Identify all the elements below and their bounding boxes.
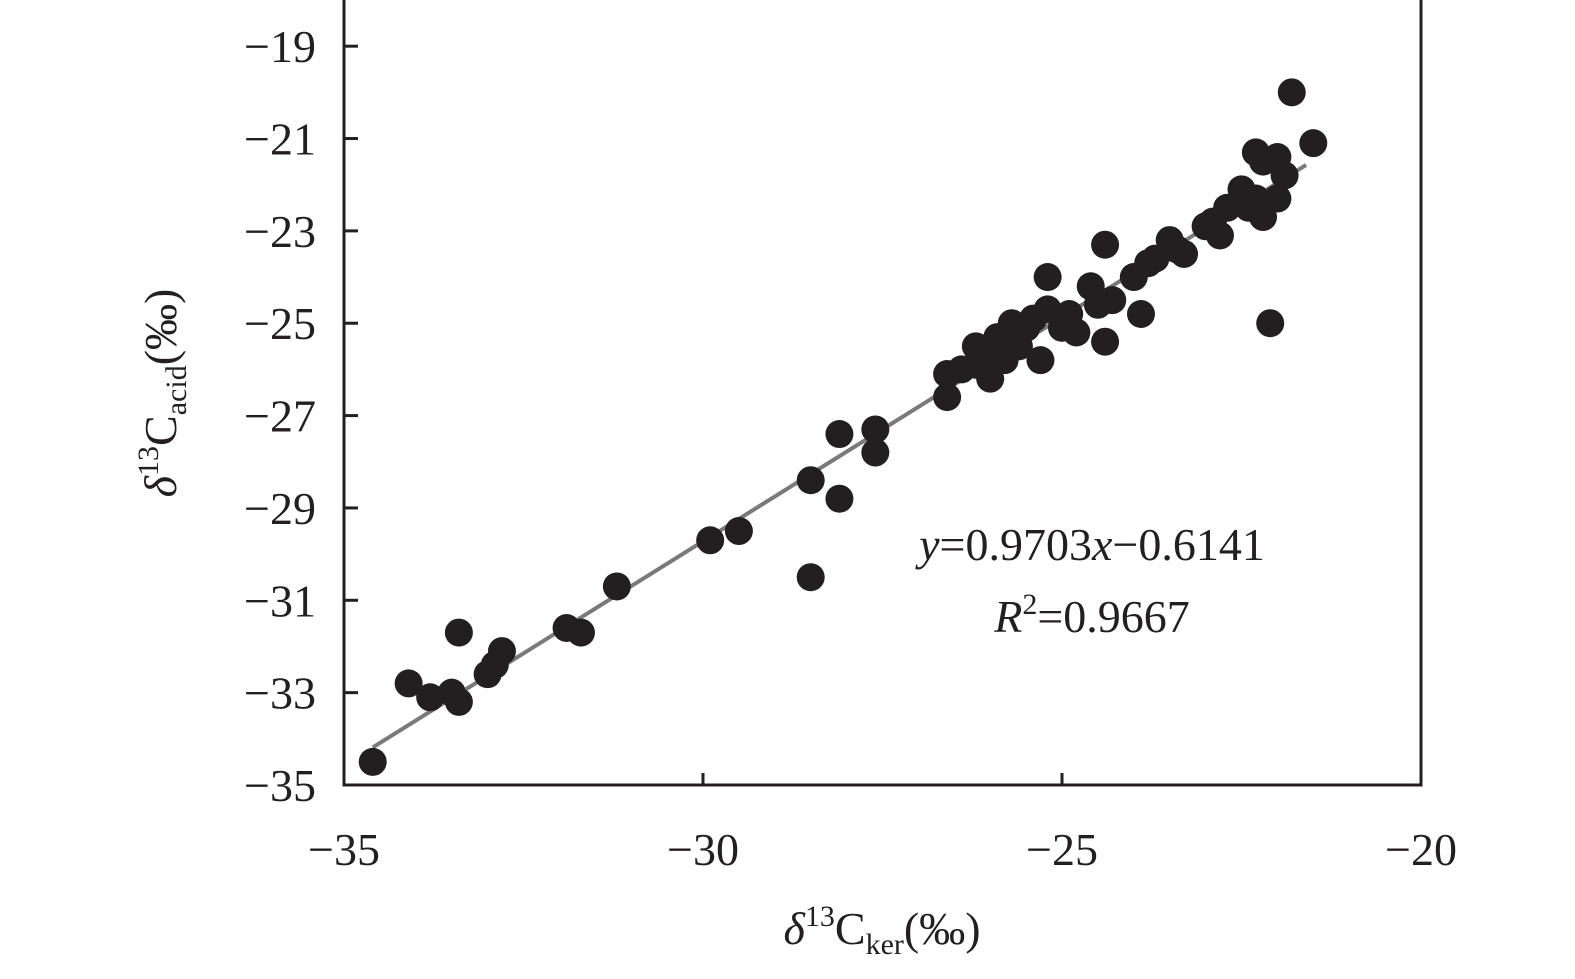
data-point — [1026, 346, 1055, 375]
y-tick-label: −33 — [244, 668, 316, 719]
y-axis-label-unit: (‰) — [135, 289, 186, 366]
regression-equation: y=0.9703x−0.6141 — [915, 519, 1265, 570]
data-point — [1277, 78, 1306, 107]
y-tick-label: −25 — [244, 298, 316, 349]
data-points — [358, 78, 1328, 776]
data-point — [1263, 184, 1292, 213]
y-tick-label: −21 — [244, 114, 316, 165]
x-axis-ticks: −35 −30 −25 −20 — [308, 773, 1457, 875]
data-point — [796, 466, 825, 495]
data-point — [394, 669, 423, 698]
data-point — [1126, 300, 1155, 328]
data-point — [1098, 286, 1127, 315]
x-tick-label: −30 — [667, 824, 739, 875]
data-point — [566, 618, 595, 647]
r-squared-label: R2=0.9667 — [993, 588, 1190, 642]
y-axis-label: δ13Cacid(‰) — [132, 289, 193, 498]
data-point — [1091, 327, 1120, 356]
x-axis-label-delta: δ — [783, 903, 805, 954]
data-point — [1062, 318, 1091, 347]
x-tick-label: −20 — [1385, 824, 1457, 875]
data-point — [444, 618, 473, 647]
data-point — [1033, 263, 1062, 292]
data-point — [724, 517, 753, 546]
data-point — [861, 415, 890, 444]
plot-frame — [342, 0, 1423, 787]
equation-x: x — [1091, 519, 1113, 570]
y-tick-label: −27 — [244, 391, 316, 442]
y-tick-label: −35 — [244, 760, 316, 811]
y-axis-label-delta: δ — [135, 475, 186, 497]
equation-y: y — [915, 519, 940, 570]
r2-superscript: 2 — [1022, 588, 1037, 621]
data-point — [825, 420, 854, 449]
data-point — [696, 526, 725, 555]
y-axis-label-sup: 13 — [132, 446, 165, 476]
data-point — [1256, 309, 1285, 338]
data-point — [1205, 221, 1234, 250]
data-point — [796, 563, 825, 592]
y-tick-label: −23 — [244, 206, 316, 257]
x-axis-label-sub: ker — [866, 928, 904, 961]
equation-intercept: −0.6141 — [1112, 519, 1264, 570]
r2-r: R — [993, 591, 1022, 642]
y-tick-label: −29 — [244, 483, 316, 534]
r2-value: =0.9667 — [1037, 591, 1189, 642]
data-point — [933, 383, 962, 412]
x-axis-label-unit: (‰) — [904, 903, 981, 954]
x-tick-label: −25 — [1026, 824, 1098, 875]
y-axis-label-base: C — [135, 415, 186, 446]
data-point — [487, 637, 516, 666]
x-axis-label: δ13Cker(‰) — [783, 900, 980, 961]
y-axis-label-sub: acid — [160, 365, 193, 415]
data-point — [1170, 239, 1199, 268]
x-axis-label-base: C — [835, 903, 866, 954]
equation-slope: =0.9703 — [940, 519, 1092, 570]
x-tick-label: −35 — [308, 824, 380, 875]
data-point — [416, 683, 445, 712]
data-point — [1091, 230, 1120, 259]
data-point — [444, 687, 473, 716]
y-axis-ticks: −35 −33 −31 −29 −27 −25 −23 −21 −19 — [244, 21, 358, 811]
data-point — [825, 484, 854, 513]
y-tick-label: −31 — [244, 575, 316, 626]
data-point — [861, 438, 890, 467]
x-axis-label-sup: 13 — [805, 900, 835, 933]
data-point — [358, 747, 387, 776]
y-tick-label: −19 — [244, 21, 316, 72]
data-point — [1270, 161, 1299, 190]
data-point — [602, 572, 631, 601]
data-point — [1299, 129, 1328, 158]
